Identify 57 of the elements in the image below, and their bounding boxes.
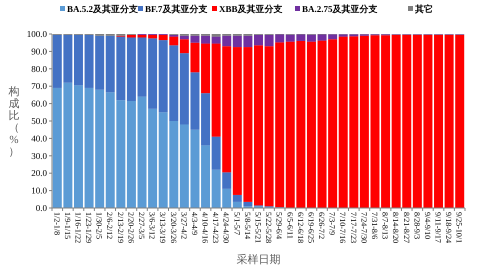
x-tick-label: 4/3-4/9 <box>190 212 199 236</box>
x-tick-label: 3/13-3/19 <box>158 212 168 244</box>
y-tick-label: 0.0 <box>36 203 48 213</box>
x-tick-label: 8/28-9/3 <box>412 212 422 240</box>
x-tick-label: 6/12-6/18 <box>296 212 305 244</box>
x-tick-label: 1/23-1/29 <box>84 212 94 244</box>
y-tick-label: 60.0 <box>31 98 48 109</box>
legend-label: 其它 <box>414 4 433 14</box>
x-tick-label: 7/24-7/30 <box>359 212 368 244</box>
x-tick-label: 8/21-8/27 <box>402 212 411 244</box>
x-tick-label: 7/17-7/23 <box>348 212 358 244</box>
x-tick-label: 5/22-5/28 <box>264 212 274 244</box>
y-tick-label: 70.0 <box>31 81 48 92</box>
x-tick-label: 2/6-2/12 <box>105 212 114 240</box>
x-axis-title: 采样日期 <box>236 253 280 266</box>
x-tick-label: 1/9-1/15 <box>62 212 72 240</box>
x-tick-label: 6/26-7/2 <box>317 212 326 240</box>
x-tick-label: 6/5-6/11 <box>285 212 294 239</box>
x-tick-label: 4/17-4/23 <box>211 212 220 244</box>
x-tick-label: 9/25-10/1 <box>454 212 464 244</box>
x-tick-label: 5/29-6/4 <box>274 212 284 240</box>
legend-label: BF.7及其亚分支 <box>145 4 208 14</box>
x-tick-label: 5/1-5/7 <box>232 212 242 236</box>
y-tick-label: 20.0 <box>31 168 48 178</box>
x-tick-label: 7/10-7/16 <box>338 212 348 244</box>
x-tick-label: 1/16-1/22 <box>73 212 82 244</box>
y-tick-label: 50.0 <box>31 116 48 126</box>
y-axis-title: 构成比（%） <box>8 86 20 158</box>
x-tick-label: 3/6-3/12 <box>148 212 157 240</box>
legend-label: XBB及其亚分支 <box>219 4 283 14</box>
x-tick-label: 2/27-3/5 <box>137 212 146 240</box>
legend-label: BA.2.75及其亚分支 <box>302 4 378 14</box>
x-tick-label: 6/19-6/25 <box>306 212 316 244</box>
x-tick-label: 8/7-8/13 <box>380 212 390 240</box>
x-tick-label: 4/24-4/30 <box>222 212 231 244</box>
x-tick-label: 5/15-5/21 <box>254 212 262 244</box>
y-tick-label: 90.0 <box>31 46 48 56</box>
y-tick-label: 40.0 <box>31 133 48 144</box>
x-tick-label: 1/2-1/8 <box>52 212 62 236</box>
x-tick-label: 2/13-2/19 <box>116 212 125 244</box>
x-tick-label: 5/8-5/14 <box>242 212 252 240</box>
x-tick-label: 8/14-8/20 <box>391 212 400 244</box>
y-tick-label: 10.0 <box>31 186 48 196</box>
y-tick-label: 30.0 <box>31 150 48 161</box>
x-tick-label: 7/31-8/6 <box>370 212 379 240</box>
x-tick-label: 7/3-7/9 <box>328 212 337 236</box>
x-tick-label: 9/18-9/24 <box>444 212 454 244</box>
x-tick-label: 9/4-9/10 <box>422 212 432 240</box>
x-tick-label: 9/11-9/17 <box>434 212 443 243</box>
y-tick-label: 100.0 <box>26 29 48 39</box>
x-tick-label: 4/10-4/16 <box>200 212 210 244</box>
x-tick-label: 3/20-3/26 <box>168 212 178 244</box>
x-tick-label: 1/30-2/5 <box>94 212 104 240</box>
y-tick-label: 80.0 <box>31 64 48 74</box>
legend-label: BA.5.2及其亚分支 <box>67 4 138 14</box>
x-tick-label: 2/20-2/26 <box>126 212 136 244</box>
x-tick-label: 3/27-4/2 <box>179 212 188 240</box>
